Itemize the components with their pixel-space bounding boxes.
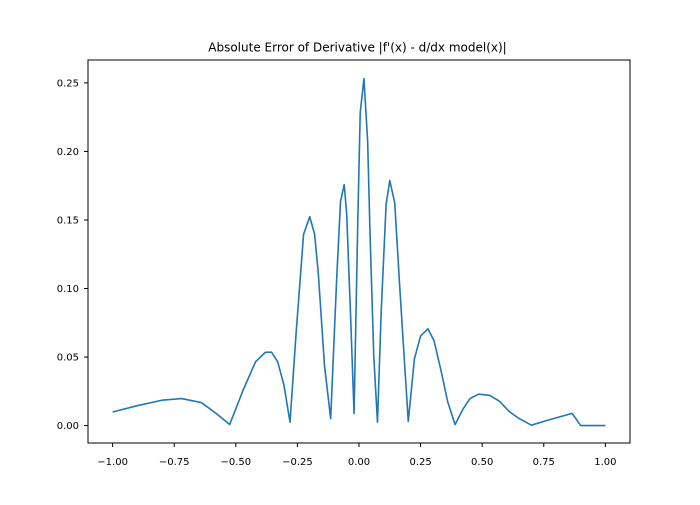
x-tick-label: 0.75	[533, 457, 555, 468]
axes-frame	[87, 59, 631, 444]
x-tick-label: 0.00	[348, 457, 370, 468]
plot-area	[112, 77, 606, 427]
x-tick-label: −0.50	[220, 457, 251, 468]
x-tick-label: 0.50	[471, 457, 493, 468]
y-tick-label: 0.00	[57, 421, 79, 432]
x-tick-label: −1.00	[97, 457, 128, 468]
x-tick-label: 0.25	[409, 457, 431, 468]
y-tick-label: 0.05	[57, 353, 79, 364]
x-tick-label: −0.75	[159, 457, 190, 468]
y-tick-label: 0.10	[57, 284, 79, 295]
y-axis: 0.00 0.05 0.10 0.15 0.20 0.25	[57, 78, 88, 432]
x-tick-label: 1.00	[594, 457, 616, 468]
series-line-0	[112, 77, 606, 427]
y-tick-label: 0.25	[57, 78, 79, 89]
x-axis: −1.00 −0.75 −0.50 −0.25 0.00 0.25 0.50 0.75 1.00	[97, 443, 616, 468]
y-tick-label: 0.15	[57, 215, 79, 226]
y-tick-label: 0.20	[57, 147, 79, 158]
chart-title: Absolute Error of Derivative |f'(x) - d/…	[208, 41, 506, 55]
x-tick-label: −0.25	[282, 457, 313, 468]
